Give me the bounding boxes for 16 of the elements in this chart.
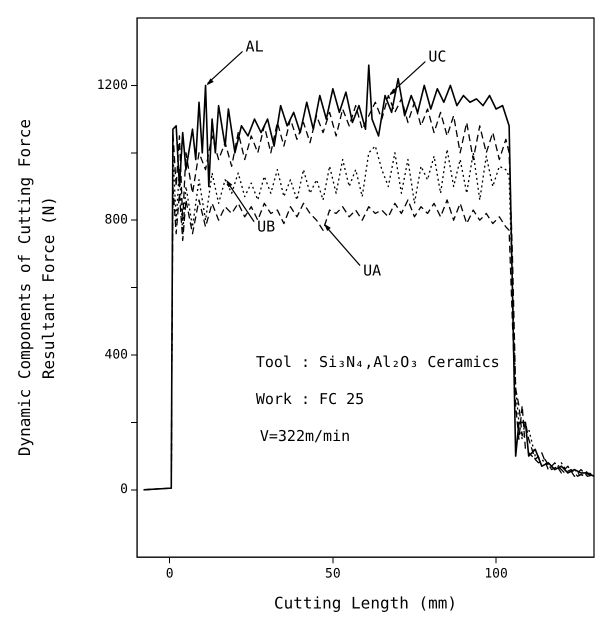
x-tick-label: 0 [166, 566, 174, 582]
y-tick-label: 0 [120, 482, 128, 498]
x-tick-label: 100 [484, 566, 508, 582]
y-tick-label: 400 [104, 347, 128, 362]
annotation: AL [246, 37, 264, 56]
annotation: Tool : Si₃N₄,Al₂O₃ Ceramics [256, 352, 500, 371]
y-tick-label: 1200 [96, 78, 128, 93]
y-tick-label: 800 [104, 212, 128, 228]
annotation: UC [428, 47, 446, 66]
x-axis-title: Cutting Length (mm) [274, 594, 458, 613]
annotation: UA [363, 261, 382, 280]
annotation: Work : FC 25 [256, 390, 364, 408]
y-axis-title: Dynamic Components of Cutting Force Resultant Force (N) [15, 119, 58, 456]
annotation: V=322m/min [260, 426, 350, 445]
annotation: UB [257, 218, 276, 236]
x-tick-label: 50 [325, 566, 341, 582]
